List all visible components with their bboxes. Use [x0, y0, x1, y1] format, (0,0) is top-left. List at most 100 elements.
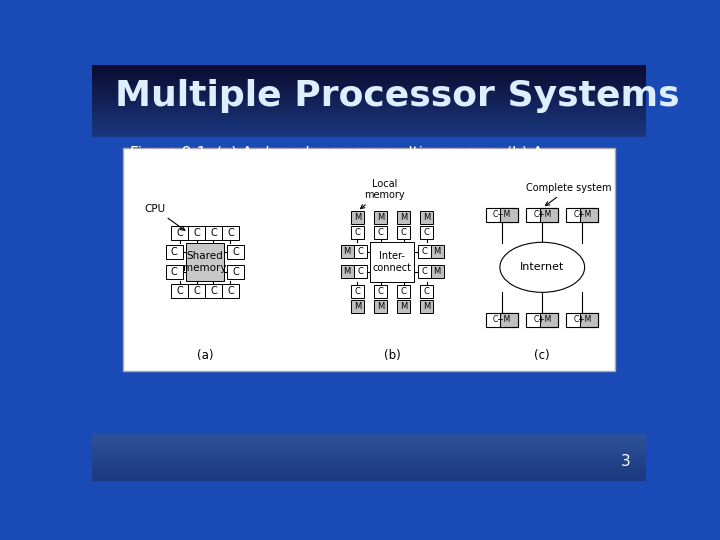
Bar	[92, 115, 647, 116]
Bar	[92, 467, 647, 468]
Bar	[92, 90, 647, 91]
Bar	[188, 284, 205, 298]
Bar	[418, 245, 431, 259]
Text: (c): (c)	[534, 349, 550, 362]
Bar	[486, 208, 518, 222]
Bar	[92, 76, 647, 77]
Text: C: C	[401, 287, 407, 296]
Bar	[580, 313, 598, 327]
Text: C+M: C+M	[573, 211, 591, 219]
Bar	[92, 112, 647, 113]
Bar	[351, 300, 364, 313]
Text: M: M	[423, 213, 431, 222]
Bar	[92, 460, 647, 461]
Bar	[92, 119, 647, 120]
Text: (b): (b)	[384, 349, 400, 362]
Text: C: C	[233, 267, 239, 277]
Bar	[92, 96, 647, 97]
Bar	[92, 83, 647, 84]
Bar	[420, 226, 433, 239]
Text: C: C	[193, 286, 200, 296]
Bar	[92, 451, 647, 452]
Bar	[92, 120, 647, 121]
Bar	[92, 107, 647, 108]
Bar	[92, 124, 647, 125]
Bar	[92, 85, 647, 86]
Text: C: C	[354, 287, 361, 296]
Bar	[354, 245, 366, 259]
Bar	[92, 135, 647, 136]
Bar	[526, 313, 559, 327]
Bar	[92, 473, 647, 474]
Bar	[188, 226, 205, 240]
Bar	[205, 226, 222, 240]
Bar	[92, 70, 647, 71]
Bar	[92, 448, 647, 449]
Bar	[92, 86, 647, 87]
Bar	[540, 313, 559, 327]
Text: M: M	[377, 302, 384, 310]
Bar	[92, 106, 647, 107]
Bar	[92, 443, 647, 444]
Text: C: C	[210, 286, 217, 296]
Bar	[540, 208, 559, 222]
Bar	[92, 459, 647, 460]
Bar	[92, 457, 647, 458]
Bar	[92, 73, 647, 74]
Text: C: C	[171, 247, 178, 257]
Bar	[92, 474, 647, 475]
Bar	[92, 126, 647, 127]
Bar	[92, 95, 647, 96]
Bar	[166, 265, 183, 279]
Bar	[351, 285, 364, 298]
Bar	[92, 118, 647, 119]
Text: M: M	[433, 247, 441, 256]
Bar	[92, 78, 647, 79]
Bar	[186, 242, 224, 281]
Bar	[92, 447, 647, 448]
Text: C: C	[424, 228, 430, 237]
Bar	[420, 211, 433, 224]
Bar	[92, 477, 647, 478]
Text: M: M	[433, 267, 441, 276]
Bar	[92, 446, 647, 447]
Bar	[92, 456, 647, 457]
Text: C: C	[176, 286, 183, 296]
Bar	[92, 94, 647, 95]
Bar	[92, 123, 647, 124]
Bar	[92, 93, 647, 94]
Bar	[92, 434, 647, 435]
Bar	[92, 72, 647, 73]
Bar	[92, 136, 647, 137]
Bar	[228, 265, 244, 279]
Text: C: C	[227, 228, 234, 238]
Bar	[171, 284, 188, 298]
Text: C+M: C+M	[533, 315, 552, 324]
Bar	[222, 284, 239, 298]
Bar	[92, 88, 647, 89]
Bar	[166, 245, 183, 259]
Text: C: C	[227, 286, 234, 296]
Bar	[92, 463, 647, 464]
Bar	[92, 471, 647, 472]
Text: C: C	[357, 247, 363, 256]
Bar	[431, 265, 444, 279]
Bar	[92, 104, 647, 105]
Bar	[92, 465, 647, 466]
Bar	[92, 480, 647, 481]
Bar	[122, 148, 616, 372]
Text: C: C	[233, 247, 239, 257]
Bar	[92, 69, 647, 70]
Bar	[92, 475, 647, 476]
Bar	[92, 440, 647, 441]
Text: C+M: C+M	[573, 315, 591, 324]
Text: M: M	[400, 302, 408, 310]
Bar	[500, 313, 518, 327]
Bar	[92, 470, 647, 471]
Bar	[205, 284, 222, 298]
Bar	[92, 476, 647, 477]
Bar	[431, 245, 444, 259]
Bar	[92, 67, 647, 68]
Bar	[92, 117, 647, 118]
Bar	[92, 437, 647, 438]
